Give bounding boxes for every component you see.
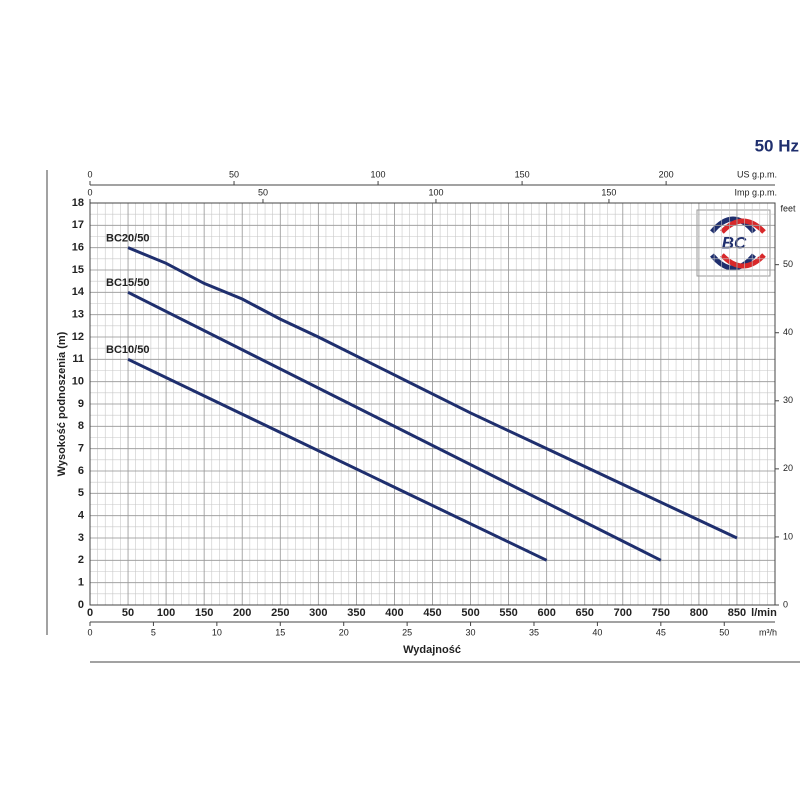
y-tick-label: 11 — [72, 353, 84, 365]
y-tick-label: 12 — [72, 331, 84, 343]
axis-tick-label: 0 — [87, 187, 92, 197]
axis-unit: Imp g.p.m. — [734, 187, 777, 197]
y2-tick-label: 40 — [783, 327, 793, 337]
series-label: BC20/50 — [106, 233, 149, 245]
y-tick-label: 3 — [78, 532, 84, 544]
x-tick-label: 850 — [728, 607, 746, 619]
y-tick-label: 1 — [78, 577, 84, 589]
axis-tick-label: 150 — [515, 169, 530, 179]
y-tick-label: 2 — [78, 554, 84, 566]
y-tick-label: 6 — [78, 465, 84, 477]
y-tick-label: 9 — [78, 398, 84, 410]
axis-tick-label: 40 — [592, 627, 602, 637]
logo-arc — [720, 218, 766, 234]
y-tick-label: 10 — [72, 376, 84, 388]
series-label: BC10/50 — [106, 344, 149, 356]
axis-tick-label: 100 — [428, 187, 443, 197]
axis-tick-label: 50 — [719, 627, 729, 637]
curve — [127, 357, 548, 562]
y-tick-label: 7 — [78, 443, 84, 455]
x-tick-label: 300 — [309, 607, 327, 619]
axis-tick-label: 0 — [87, 169, 92, 179]
axis-tick-label: 200 — [659, 169, 674, 179]
curve — [127, 246, 738, 540]
y-tick-label: 14 — [72, 286, 85, 298]
y2-unit: feet — [780, 203, 796, 213]
axis-tick-label: 35 — [529, 627, 539, 637]
y-axis-label: Wysokość podnoszenia (m) — [56, 331, 68, 476]
axis-tick-label: 45 — [656, 627, 666, 637]
x-tick-label: 600 — [537, 607, 555, 619]
axis-tick-label: 30 — [466, 627, 476, 637]
y-tick-label: 17 — [72, 219, 84, 231]
axis-tick-label: 25 — [402, 627, 412, 637]
axis-tick-label: 100 — [371, 169, 386, 179]
x-tick-label: 500 — [461, 607, 479, 619]
axis-unit: US g.p.m. — [737, 169, 777, 179]
logo-arc — [720, 253, 766, 269]
y-tick-label: 0 — [78, 599, 84, 611]
x-tick-label: 650 — [576, 607, 594, 619]
axis-tick-label: 10 — [212, 627, 222, 637]
x-tick-label: 50 — [122, 607, 134, 619]
y-tick-label: 4 — [78, 510, 85, 522]
axis-tick-label: 5 — [151, 627, 156, 637]
axis-unit: m³/h — [759, 627, 777, 637]
y2-tick-label: 50 — [783, 259, 793, 269]
x-unit: l/min — [751, 607, 777, 619]
x-tick-label: 400 — [385, 607, 403, 619]
y-tick-label: 16 — [72, 242, 84, 254]
y-tick-label: 15 — [72, 264, 84, 276]
y2-tick-label: 0 — [783, 599, 788, 609]
x-tick-label: 250 — [271, 607, 289, 619]
axis-tick-label: 50 — [258, 187, 268, 197]
y2-tick-label: 20 — [783, 463, 793, 473]
logo-arc — [710, 216, 756, 234]
axis-tick-label: 50 — [229, 169, 239, 179]
x-tick-label: 800 — [690, 607, 708, 619]
x-tick-label: 450 — [423, 607, 441, 619]
axis-tick-label: 150 — [601, 187, 616, 197]
x-tick-label: 0 — [87, 607, 93, 619]
x-tick-label: 150 — [195, 607, 213, 619]
axis-tick-label: 15 — [275, 627, 285, 637]
series-label: BC15/50 — [106, 277, 149, 289]
curve — [127, 290, 662, 562]
x-axis-label: Wydajność — [403, 644, 461, 656]
x-tick-label: 750 — [652, 607, 670, 619]
chart-title: 50 Hz — [755, 136, 799, 155]
y2-tick-label: 10 — [783, 531, 793, 541]
y-tick-label: 8 — [78, 420, 84, 432]
x-tick-label: 350 — [347, 607, 365, 619]
y-tick-label: 5 — [78, 487, 84, 499]
logo: BC — [696, 209, 771, 277]
y-tick-label: 13 — [72, 309, 84, 321]
x-tick-label: 200 — [233, 607, 251, 619]
axis-tick-label: 20 — [339, 627, 349, 637]
axis-tick-label: 0 — [87, 627, 92, 637]
y2-tick-label: 30 — [783, 395, 793, 405]
x-tick-label: 100 — [157, 607, 175, 619]
y-tick-label: 18 — [72, 197, 84, 209]
x-tick-label: 700 — [614, 607, 632, 619]
x-tick-label: 550 — [499, 607, 517, 619]
